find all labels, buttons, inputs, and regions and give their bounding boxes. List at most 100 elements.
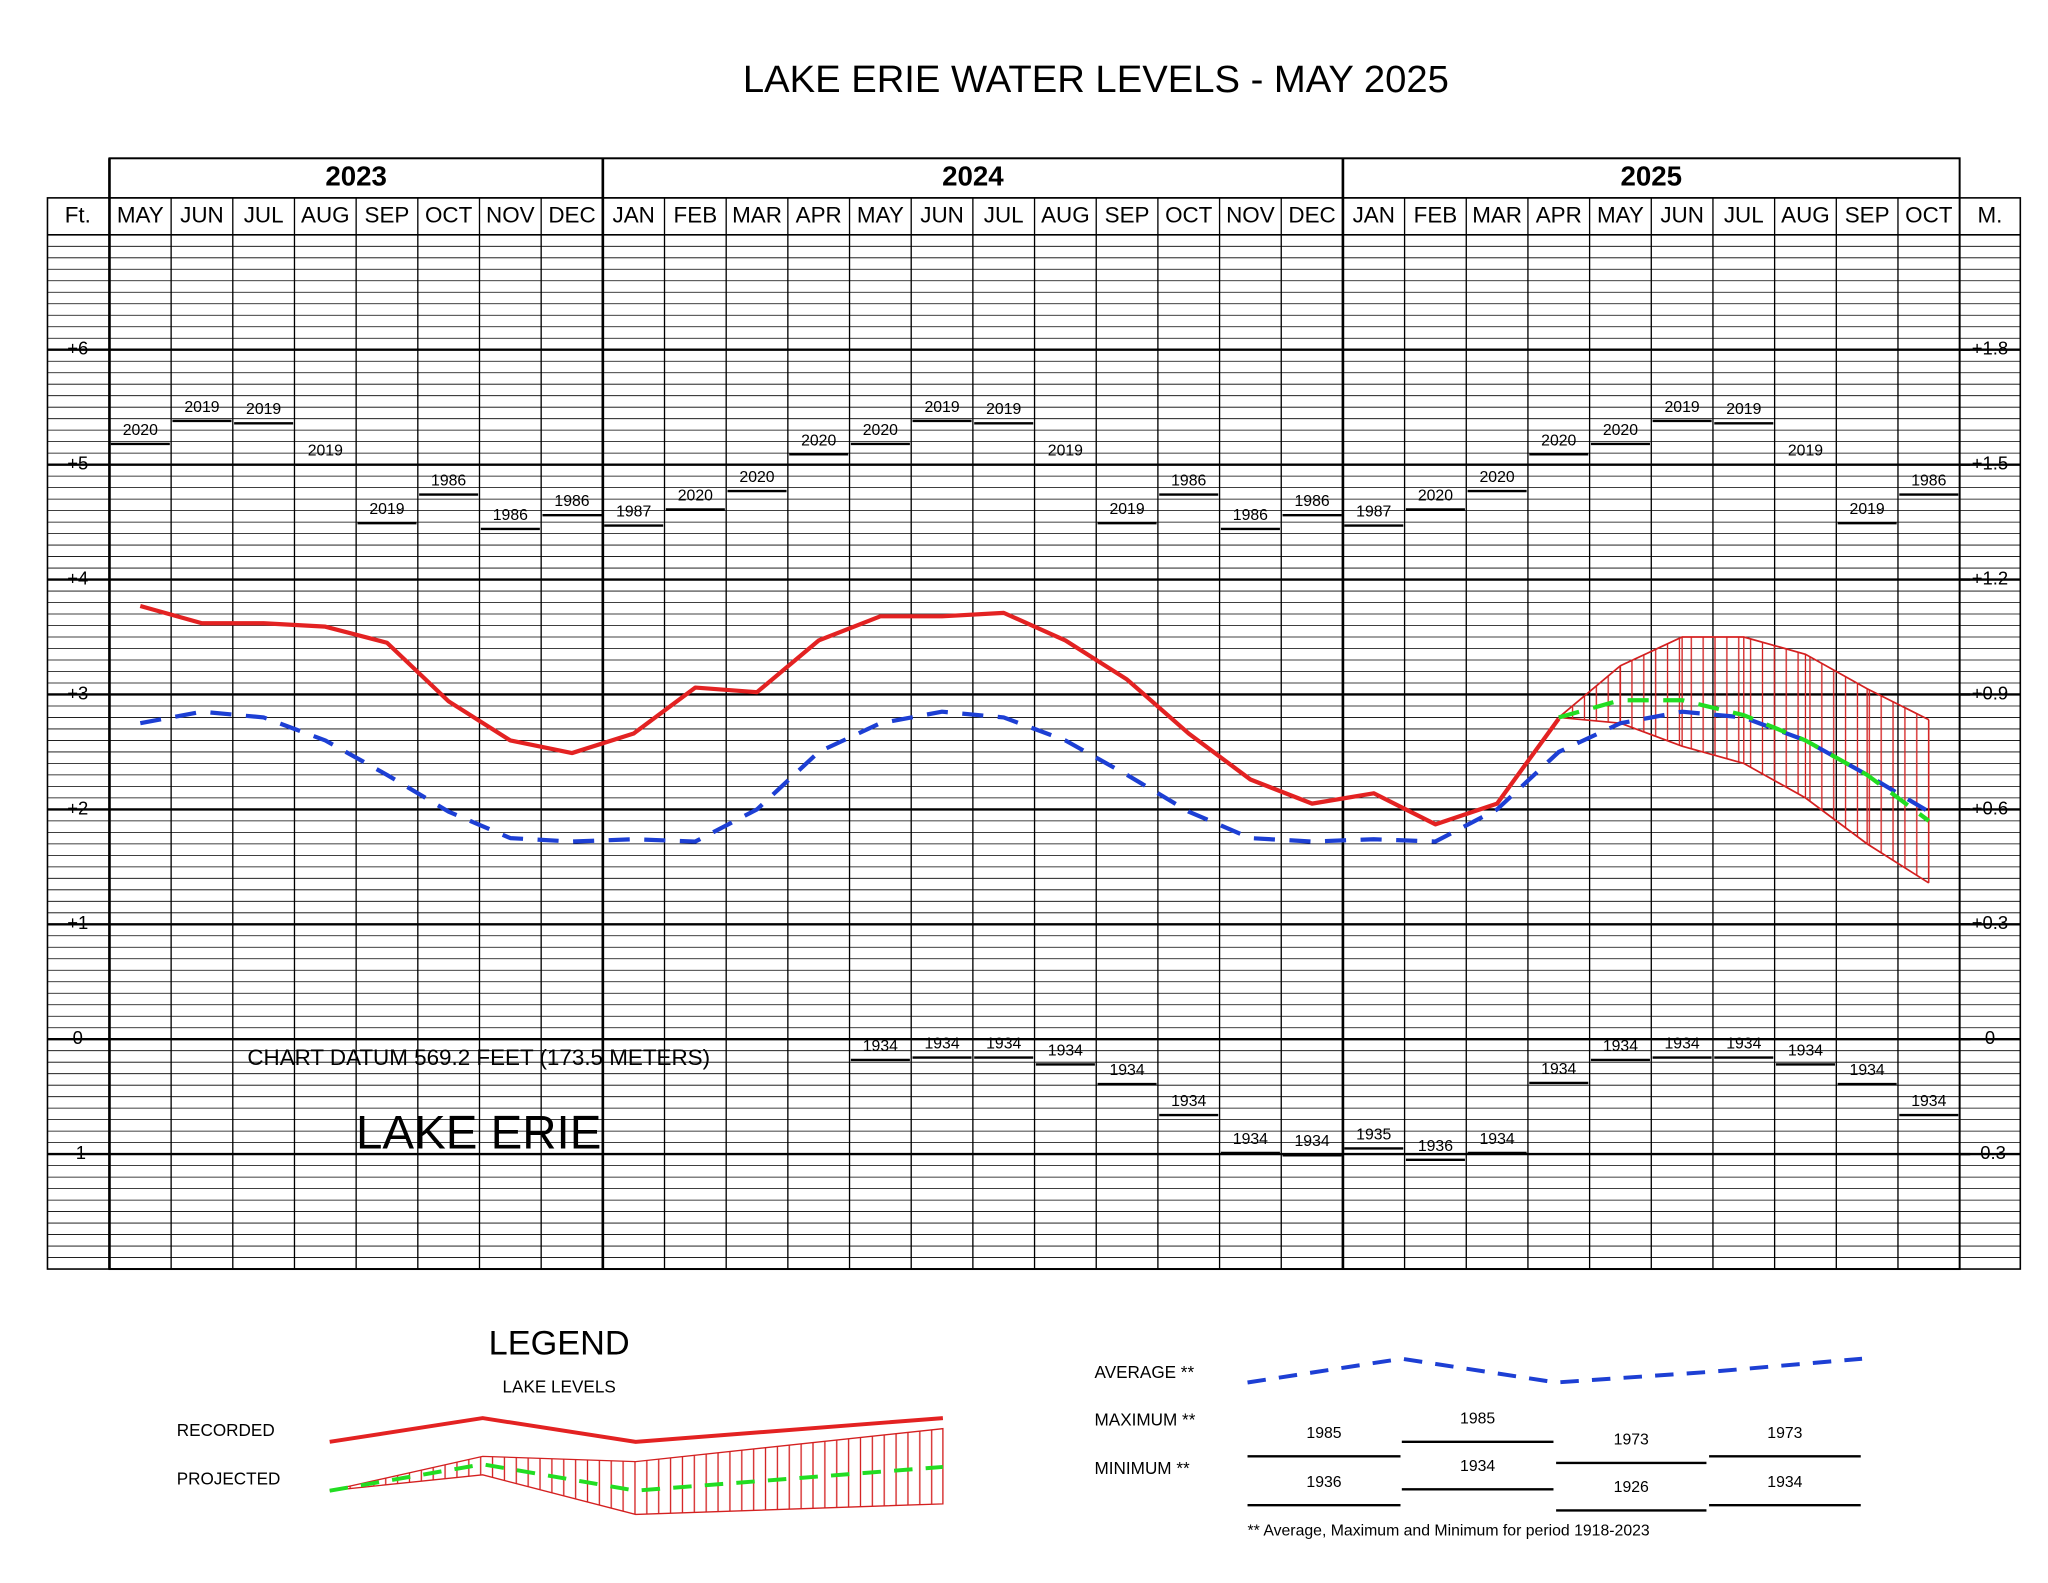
legend-label: RECORDED [177,1420,275,1440]
y-tick-label: +3 [67,682,88,703]
maximum-year: 2019 [1726,401,1761,418]
minimum-year: 1934 [1109,1062,1144,1079]
legend-label: AVERAGE ** [1095,1362,1195,1382]
x-tick-label: SEP [1845,202,1890,227]
maximum-year: 2020 [801,432,836,449]
y-tick-label: +6 [67,338,88,359]
x-tick-label: JUN [180,202,224,227]
x-tick-label: SEP [1105,202,1150,227]
legend-label: MINIMUM ** [1095,1458,1190,1478]
y2-tick-label: +0.3 [1972,912,2008,933]
legend-title: LEGEND [489,1325,630,1363]
maximum-year: 2019 [924,399,959,416]
legend-subtitle: LAKE LEVELS [503,1376,616,1396]
maximum-year: 1986 [493,507,528,524]
legend-projected-range [329,1427,944,1516]
y2-tick-label: +0.6 [1972,797,2008,818]
minimum-year: 1934 [986,1036,1021,1053]
maximum-year: 2019 [308,443,343,460]
lake-name: LAKE ERIE [356,1106,601,1159]
minimum-year: 1934 [1233,1131,1268,1148]
legend-maximum-year: 1985 [1460,1411,1495,1428]
minimum-year: 1934 [1850,1062,1885,1079]
y2-tick-label: -0.3 [1974,1142,2006,1163]
series-line [1558,698,1931,823]
y2-tick-label: 0 [1985,1027,1995,1048]
minimum-year: 1934 [1294,1133,1329,1150]
year-label: 2024 [942,160,1004,191]
x-tick-label: JUL [1724,202,1764,227]
x-tick-label: AUG [1781,202,1830,227]
x-tick-label: MAR [732,202,782,227]
maximum-year: 1986 [1233,507,1268,524]
maximum-year: 1986 [1171,472,1206,489]
maximum-year: 2019 [1665,399,1700,416]
legend-label: MAXIMUM ** [1095,1409,1196,1429]
minimum-year: 1935 [1356,1126,1391,1143]
x-tick-label: AUG [1041,202,1090,227]
minimum-year: 1934 [924,1036,959,1053]
maximum-year: 1986 [1911,472,1946,489]
maximum-year: 1987 [616,504,651,521]
x-tick-label: JUL [244,202,284,227]
y-tick-label: 0 [73,1027,83,1048]
x-tick-label: JUN [1660,202,1704,227]
y2-tick-label: +1.5 [1972,453,2008,474]
maximum-year: 2020 [1603,422,1638,439]
x-tick-label: APR [1536,202,1582,227]
maximum-year: 2019 [1850,501,1885,518]
maximum-year: 2019 [1109,501,1144,518]
x-tick-label: MAY [857,202,904,227]
series-line [139,603,1561,827]
x-tick-label: MAY [1597,202,1644,227]
x-tick-label: AUG [301,202,350,227]
maximum-year: 2020 [1480,469,1515,486]
maximum-year: 2020 [1418,487,1453,504]
x-tick-label: JAN [613,202,655,227]
maximum-year: 2019 [184,399,219,416]
x-tick-label: DEC [548,202,595,227]
minimum-year: 1934 [863,1038,898,1055]
x-tick-label: NOV [486,202,535,227]
y-tick-label: +5 [67,453,88,474]
maximum-year: 1986 [554,493,589,510]
maximum-year: 1986 [431,472,466,489]
x-tick-label: SEP [365,202,410,227]
x-tick-label: OCT [425,202,473,227]
y-tick-label: +1 [67,912,88,933]
legend-label: PROJECTED [177,1469,281,1489]
year-label: 2023 [325,160,387,191]
maximum-year: 2019 [1788,443,1823,460]
minimum-year: 1934 [1048,1042,1083,1059]
maximum-year: 1986 [1294,493,1329,510]
x-tick-label: JUL [984,202,1024,227]
maximum-year: 2020 [863,422,898,439]
maximum-year: 1987 [1356,504,1391,521]
series-line [139,709,1930,844]
x-tick-label: OCT [1905,202,1953,227]
legend-minimum-year: 1936 [1306,1474,1341,1491]
maximum-year: 2020 [1541,432,1576,449]
maximum-year: 2020 [739,469,774,486]
x-tick-label: MAY [117,202,164,227]
minimum-year: 1934 [1665,1036,1700,1053]
minimum-year: 1934 [1171,1093,1206,1110]
legend-maximum-year: 1973 [1614,1432,1649,1449]
y2-tick-label: +1.8 [1972,338,2008,359]
x-tick-label: APR [796,202,842,227]
x-tick-label: JUN [920,202,964,227]
maximum-year: 2020 [678,487,713,504]
year-label: 2025 [1620,160,1682,191]
x-tick-label: NOV [1226,202,1275,227]
x-tick-label: FEB [674,202,718,227]
y-tick-label: +2 [67,797,88,818]
legend-projected-line [329,1462,944,1493]
y-axis-label: Ft. [65,202,91,227]
maximum-year: 2019 [986,401,1021,418]
maximum-year: 2019 [369,501,404,518]
minimum-year: 1934 [1788,1042,1823,1059]
chart-datum-note: CHART DATUM 569.2 FEET (173.5 METERS) [247,1045,710,1070]
legend-recorded-line [329,1416,944,1444]
